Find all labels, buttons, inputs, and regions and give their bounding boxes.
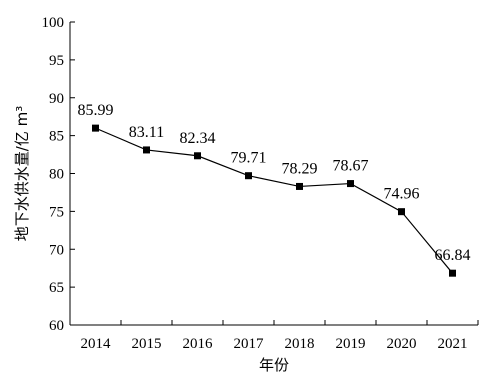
x-tick-label: 2016 <box>183 336 214 352</box>
data-point-marker <box>347 180 354 188</box>
data-label: 83.11 <box>129 124 164 141</box>
data-label: 78.29 <box>282 160 318 177</box>
data-label: 79.71 <box>231 150 267 167</box>
data-point-marker <box>449 269 456 277</box>
x-tick-label: 2019 <box>336 336 366 352</box>
series-line <box>95 127 453 274</box>
y-axis-ticks: 60 65 70 75 80 85 90 95 100 <box>42 15 75 334</box>
data-labels: 85.99 83.11 82.34 79.71 78.29 78.67 74.96 66.84 <box>78 102 471 264</box>
x-tick-label: 2021 <box>438 336 468 352</box>
y-tick-label: 100 <box>42 15 65 31</box>
data-point-marker <box>92 124 99 132</box>
axes <box>69 22 478 326</box>
x-axis-ticks: 2014 2015 2016 2017 2018 2019 2020 2021 <box>81 320 479 352</box>
y-axis-title: 地下水供水量/亿 m³ <box>13 106 31 241</box>
data-point-marker <box>194 152 201 160</box>
data-label: 85.99 <box>78 102 114 119</box>
y-tick-label: 65 <box>49 280 64 296</box>
y-tick-label: 80 <box>49 167 64 183</box>
x-tick-label: 2020 <box>387 336 417 352</box>
x-tick-label: 2014 <box>81 336 112 352</box>
data-point-marker <box>398 208 405 216</box>
y-tick-label: 90 <box>49 91 64 107</box>
x-tick-label: 2015 <box>132 336 162 352</box>
data-label: 82.34 <box>180 130 216 147</box>
y-tick-label: 75 <box>49 204 64 220</box>
x-tick-label: 2017 <box>234 336 265 352</box>
data-point-marker <box>296 182 303 190</box>
data-label: 74.96 <box>384 186 420 203</box>
y-tick-label: 60 <box>49 318 64 334</box>
data-point-marker <box>245 172 252 180</box>
x-axis-title: 年份 <box>259 356 289 374</box>
data-label: 78.67 <box>333 158 369 175</box>
data-point-marker <box>143 146 150 154</box>
y-tick-label: 70 <box>49 242 64 258</box>
data-label: 66.84 <box>435 247 471 264</box>
y-tick-label: 95 <box>49 53 64 69</box>
x-tick-label: 2018 <box>285 336 315 352</box>
data-markers <box>92 124 456 277</box>
y-tick-label: 85 <box>49 129 64 145</box>
